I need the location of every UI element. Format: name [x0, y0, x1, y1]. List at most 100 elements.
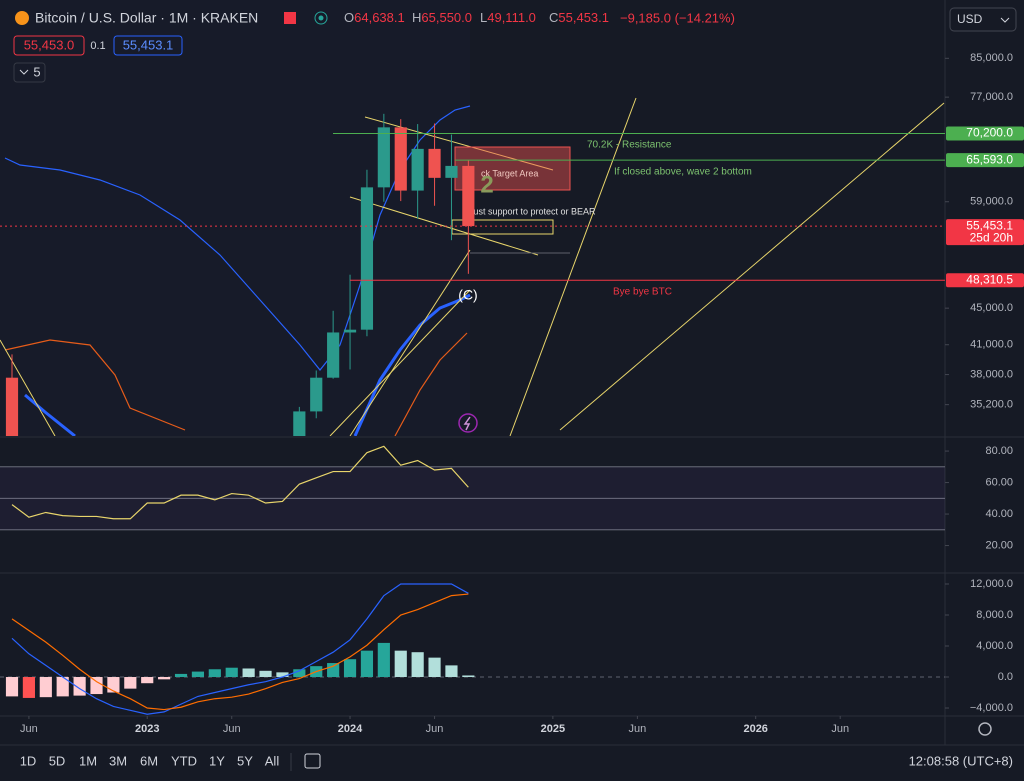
y-tick-label: 12,000.0	[970, 578, 1013, 590]
indicator-count[interactable]: 5	[33, 64, 40, 79]
candle-body	[462, 165, 475, 227]
pane	[0, 583, 945, 715]
histogram-bar	[158, 677, 171, 680]
x-tick-label: Jun	[629, 723, 647, 735]
buy-button[interactable]	[113, 35, 183, 56]
buy-price[interactable]: 55,453.1	[123, 37, 174, 52]
candle-body	[293, 411, 306, 436]
candle-body	[5, 377, 19, 436]
flag-icon[interactable]	[284, 12, 296, 24]
y-tick-label: −4,000.0	[970, 702, 1013, 714]
drawings	[0, 97, 945, 436]
histogram-bar	[259, 670, 272, 678]
clock[interactable]: 12:08:58 (UTC+8)	[909, 753, 1013, 768]
countdown: 25d 20h	[970, 230, 1013, 244]
symbol-title[interactable]: Bitcoin / U.S. Dollar · 1M · KRAKEN	[35, 10, 258, 26]
price-label-box	[946, 273, 1024, 288]
x-tick-label: Jun	[426, 723, 444, 735]
price-label: 55,453.1	[966, 218, 1013, 232]
support-box	[451, 219, 554, 235]
trendline	[0, 339, 56, 436]
range-button[interactable]: 6M	[140, 753, 158, 768]
histogram-bar	[39, 677, 52, 698]
pane	[0, 445, 945, 531]
trendline	[509, 97, 637, 436]
price-label: 48,310.5	[966, 272, 1013, 286]
x-tick-label: 2025	[541, 723, 565, 735]
x-tick-label: 2026	[743, 723, 767, 735]
candle-body	[411, 148, 424, 191]
y-tick-label: 40.00	[985, 508, 1013, 520]
range-button[interactable]: 1Y	[209, 753, 225, 768]
ohlc-value: 55,453.1	[558, 10, 609, 25]
histogram-bar	[124, 677, 137, 689]
candle-body	[360, 187, 374, 330]
y-tick-label: 45,000.0	[970, 302, 1013, 314]
sell-button[interactable]	[13, 35, 85, 56]
sell-price[interactable]: 55,453.0	[24, 37, 75, 52]
ohlc-value: 49,111.0	[487, 10, 536, 25]
price-label: 65,593.0	[966, 152, 1013, 166]
y-tick-label: 59,000.0	[970, 196, 1013, 208]
histogram-bar	[293, 669, 306, 678]
range-button[interactable]: 5Y	[237, 753, 253, 768]
rsi-band	[0, 466, 945, 530]
range-button[interactable]: 5D	[49, 753, 66, 768]
ohlc: C55,453.1	[549, 10, 609, 25]
indicator-line	[11, 593, 469, 711]
annotation: Must support to protect or BEAR	[466, 206, 596, 216]
y-tick-label: 4,000.0	[976, 640, 1013, 652]
currency[interactable]: USD	[957, 12, 983, 26]
indicator-line	[11, 445, 469, 520]
wedge-line	[349, 196, 539, 256]
wave-label: (C)	[458, 287, 477, 303]
indicator-line	[11, 583, 469, 715]
range-button[interactable]: YTD	[171, 753, 197, 768]
histogram-bar	[141, 677, 154, 684]
ohlc-key: C	[549, 10, 558, 25]
symbol-icon	[15, 11, 29, 25]
histogram-bar	[445, 665, 458, 678]
histogram-bar	[327, 663, 340, 678]
range-button[interactable]: All	[265, 753, 280, 768]
x-tick-label: 2024	[338, 723, 363, 735]
price-label-box	[946, 219, 1024, 246]
range-button[interactable]: 3M	[109, 753, 127, 768]
spread: 0.1	[90, 40, 105, 52]
histogram-bar	[225, 667, 238, 678]
range-button[interactable]: 1M	[79, 753, 97, 768]
settings-icon[interactable]	[978, 722, 992, 736]
ohlc-key: L	[480, 10, 487, 25]
bollinger-lower	[4, 339, 186, 431]
histogram-bar	[276, 672, 289, 678]
histogram-bar	[208, 669, 221, 678]
candle-body	[310, 377, 323, 412]
indicators-toggle[interactable]	[13, 62, 46, 83]
ohlc: L49,111.0	[480, 10, 536, 25]
candle-body	[343, 329, 357, 333]
annotation: If closed above, wave 2 bottom	[614, 167, 752, 178]
candle-body	[377, 127, 390, 188]
range-button[interactable]: 1D	[20, 753, 37, 768]
ohlc-key: H	[412, 10, 421, 25]
y-tick-label: 8,000.0	[976, 609, 1013, 621]
histogram-bar	[360, 650, 374, 678]
x-tick-label: Jun	[831, 723, 849, 735]
x-tick-label: Jun	[223, 723, 241, 735]
market-status[interactable]	[314, 11, 328, 25]
ohlc-value: 65,550.0	[421, 10, 472, 25]
ohlc-key: O	[344, 10, 354, 25]
candle-body	[445, 165, 458, 178]
candle-body	[428, 148, 441, 178]
bollinger-lower	[394, 332, 468, 436]
histogram-bar	[428, 657, 441, 678]
chevron	[1000, 17, 1010, 23]
event-icon[interactable]	[458, 413, 478, 433]
currency-select[interactable]	[949, 7, 1017, 32]
histogram-bar	[5, 677, 19, 697]
histogram-bar	[411, 652, 424, 678]
pane	[5, 113, 475, 436]
histogram-bar	[56, 677, 69, 697]
annotation: Bye bye BTC	[613, 287, 672, 298]
goto-date-icon[interactable]	[304, 753, 321, 769]
